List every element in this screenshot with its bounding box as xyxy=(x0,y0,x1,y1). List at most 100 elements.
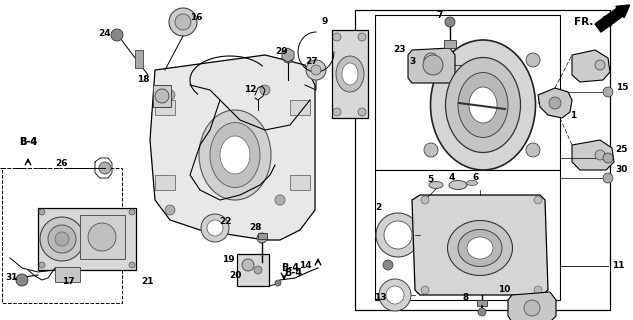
Text: 28: 28 xyxy=(249,223,261,233)
Text: 3: 3 xyxy=(410,58,416,67)
Circle shape xyxy=(40,217,84,261)
Bar xyxy=(155,100,175,115)
Text: 5: 5 xyxy=(427,175,433,185)
Text: 27: 27 xyxy=(306,58,318,67)
Bar xyxy=(290,175,310,190)
Text: 12: 12 xyxy=(244,85,256,94)
Text: 25: 25 xyxy=(616,146,628,155)
Circle shape xyxy=(165,90,175,100)
Circle shape xyxy=(39,262,45,268)
Text: 6: 6 xyxy=(473,173,479,182)
Text: 30: 30 xyxy=(616,165,628,174)
Bar xyxy=(2,168,122,303)
Bar xyxy=(290,100,310,115)
Circle shape xyxy=(311,65,321,75)
Circle shape xyxy=(526,143,540,157)
Text: 4: 4 xyxy=(449,173,455,182)
Text: 19: 19 xyxy=(222,255,234,265)
Circle shape xyxy=(175,14,191,30)
Circle shape xyxy=(275,195,285,205)
Circle shape xyxy=(358,33,366,41)
Ellipse shape xyxy=(458,229,502,267)
Ellipse shape xyxy=(469,87,497,123)
Circle shape xyxy=(155,89,169,103)
Circle shape xyxy=(383,260,393,270)
Circle shape xyxy=(384,221,412,249)
Ellipse shape xyxy=(336,56,364,92)
Bar xyxy=(80,215,125,259)
Polygon shape xyxy=(150,55,315,240)
Circle shape xyxy=(526,53,540,67)
Text: B-4: B-4 xyxy=(284,268,302,278)
Text: 10: 10 xyxy=(498,285,510,294)
Text: 14: 14 xyxy=(299,260,311,269)
Text: 11: 11 xyxy=(611,261,624,270)
Circle shape xyxy=(478,308,486,316)
Bar xyxy=(135,50,143,68)
Circle shape xyxy=(603,173,613,183)
Bar xyxy=(155,175,175,190)
Circle shape xyxy=(129,262,135,268)
Text: 23: 23 xyxy=(394,45,406,54)
FancyBboxPatch shape xyxy=(237,254,269,286)
Circle shape xyxy=(201,214,229,242)
Text: B-4: B-4 xyxy=(19,137,37,147)
Text: 1: 1 xyxy=(570,110,576,119)
FancyArrow shape xyxy=(595,5,630,32)
Polygon shape xyxy=(538,88,572,118)
Text: 7: 7 xyxy=(437,12,443,20)
Ellipse shape xyxy=(446,58,520,153)
Ellipse shape xyxy=(220,136,250,174)
Circle shape xyxy=(39,209,45,215)
Bar xyxy=(375,170,560,300)
Circle shape xyxy=(48,225,76,253)
Circle shape xyxy=(423,55,443,75)
Polygon shape xyxy=(572,140,614,170)
Circle shape xyxy=(99,162,111,174)
Bar xyxy=(444,40,456,48)
Circle shape xyxy=(534,196,542,204)
Text: 2: 2 xyxy=(375,204,381,212)
Text: B-4: B-4 xyxy=(281,263,299,273)
Ellipse shape xyxy=(210,123,260,188)
Text: 31: 31 xyxy=(6,274,18,283)
Ellipse shape xyxy=(467,180,477,186)
Circle shape xyxy=(169,8,197,36)
Bar xyxy=(258,233,267,239)
Circle shape xyxy=(549,97,561,109)
Ellipse shape xyxy=(449,180,467,189)
Circle shape xyxy=(595,150,605,160)
Text: 24: 24 xyxy=(99,28,111,37)
Text: 20: 20 xyxy=(229,270,241,279)
Circle shape xyxy=(379,279,411,311)
Circle shape xyxy=(424,143,438,157)
Text: 29: 29 xyxy=(276,47,288,57)
Circle shape xyxy=(534,286,542,294)
Bar xyxy=(375,15,560,170)
Text: 26: 26 xyxy=(56,158,68,167)
Circle shape xyxy=(524,300,540,316)
Text: 15: 15 xyxy=(616,84,628,92)
Polygon shape xyxy=(332,30,368,118)
Ellipse shape xyxy=(467,237,493,259)
Text: FR.: FR. xyxy=(574,17,594,27)
Circle shape xyxy=(386,286,404,304)
Circle shape xyxy=(333,108,341,116)
Circle shape xyxy=(129,209,135,215)
Circle shape xyxy=(603,87,613,97)
Polygon shape xyxy=(508,292,556,320)
Circle shape xyxy=(595,60,605,70)
Ellipse shape xyxy=(430,40,536,170)
Circle shape xyxy=(260,85,270,95)
Circle shape xyxy=(16,274,28,286)
Ellipse shape xyxy=(458,73,508,138)
Text: 22: 22 xyxy=(219,218,231,227)
Ellipse shape xyxy=(448,220,513,276)
Circle shape xyxy=(207,220,223,236)
Circle shape xyxy=(165,205,175,215)
Text: 21: 21 xyxy=(142,277,154,286)
Circle shape xyxy=(445,17,455,27)
Ellipse shape xyxy=(429,181,443,188)
Circle shape xyxy=(88,223,116,251)
Circle shape xyxy=(333,33,341,41)
